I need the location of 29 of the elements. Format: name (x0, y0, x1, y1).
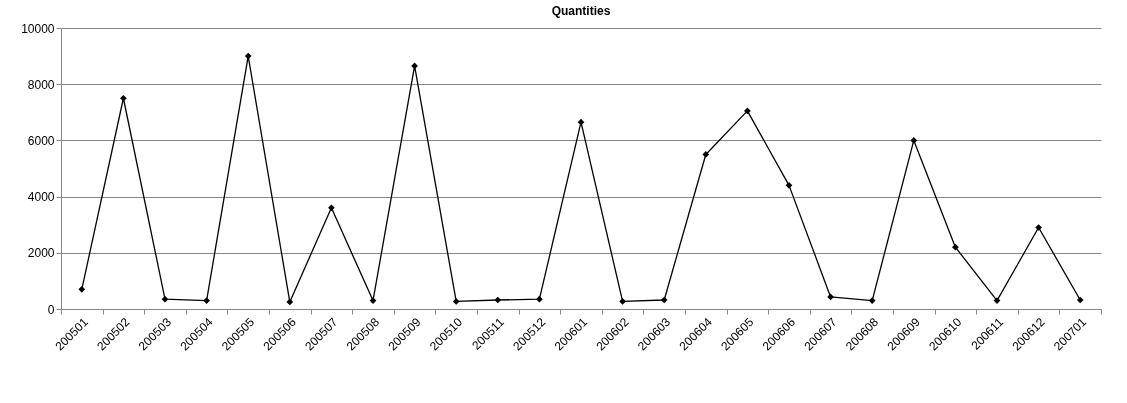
point (910, 137, 918, 144)
chart-title: Quantities (551, 4, 611, 18)
point (78, 285, 86, 293)
point (452, 298, 460, 305)
point (120, 94, 127, 102)
point (577, 118, 585, 126)
point (1035, 224, 1042, 231)
y-tick-label: 8000 (27, 77, 55, 92)
point (827, 293, 834, 301)
point (494, 296, 502, 304)
point (868, 297, 876, 304)
y-tick-label: 4000 (27, 190, 55, 205)
point (244, 52, 252, 60)
point (702, 151, 710, 158)
point (1076, 296, 1084, 304)
point (286, 298, 294, 306)
point (952, 243, 959, 251)
y-tick-label: 6000 (27, 133, 55, 148)
y-tick-label: 0 (47, 302, 55, 317)
point (161, 295, 169, 303)
point (411, 62, 418, 70)
y-tick-label: 10000 (21, 21, 55, 36)
point (536, 295, 543, 303)
point (660, 296, 668, 304)
point (619, 298, 626, 305)
point (744, 107, 751, 115)
y-tick-label: 2000 (27, 246, 55, 261)
point (203, 297, 210, 304)
point (328, 204, 335, 212)
